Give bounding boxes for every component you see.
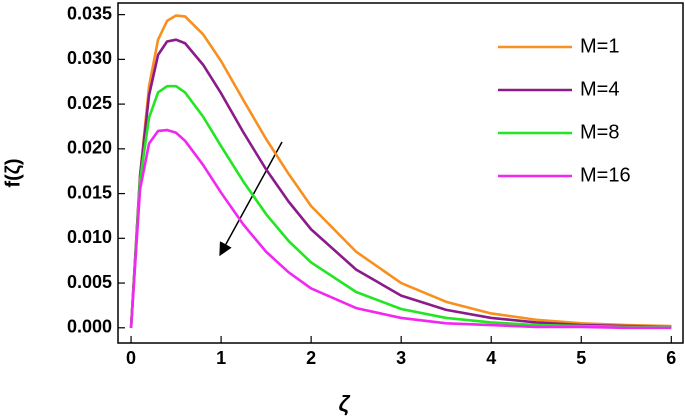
y-tick-label: 0.030 [67,48,112,68]
x-tick-label: 2 [306,348,316,368]
x-tick-label: 4 [486,348,496,368]
y-axis-label: f(ζ) [2,158,24,187]
x-tick-label: 5 [576,348,586,368]
legend-label: M=8 [580,121,619,143]
y-tick-label: 0.000 [67,317,112,337]
legend-label: M=1 [580,35,619,57]
x-tick-label: 3 [396,348,406,368]
legend-label: M=4 [580,78,619,100]
legend-label: M=16 [580,164,631,186]
x-tick-label: 6 [666,348,676,368]
y-tick-label: 0.010 [67,227,112,247]
y-tick-label: 0.035 [67,3,112,23]
series-line [129,14,672,328]
y-tick-label: 0.020 [67,138,112,158]
series-line [129,128,672,330]
trend-arrow [219,141,283,257]
y-tick-label: 0.015 [67,182,112,202]
x-tick-label: 0 [126,348,136,368]
series-line [129,84,672,329]
x-axis-label: ζ [339,391,351,416]
y-tick-label: 0.025 [67,93,112,113]
x-tick-label: 1 [216,348,226,368]
plot-frame [117,2,684,344]
series-line [129,38,672,329]
y-tick-label: 0.005 [67,272,112,292]
